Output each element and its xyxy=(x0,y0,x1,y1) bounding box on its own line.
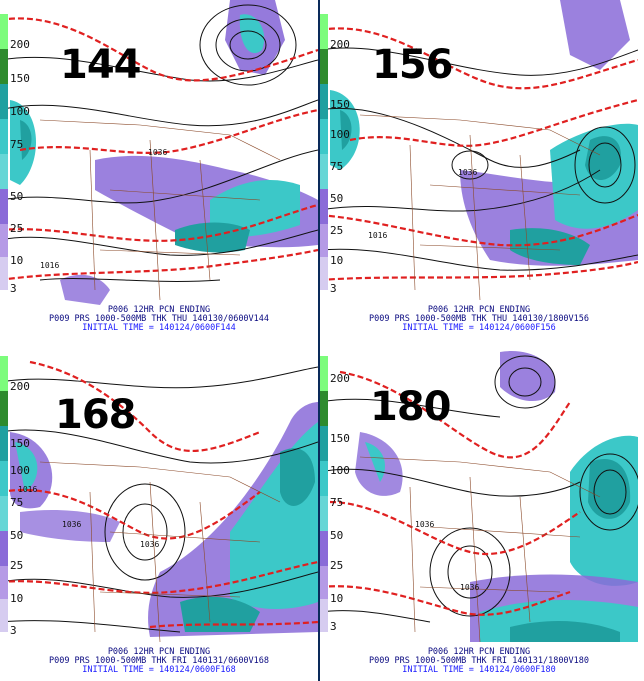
svg-text:1036: 1036 xyxy=(62,520,81,529)
panel-divider-vertical xyxy=(318,0,320,681)
colorbar-label: 100 xyxy=(10,464,30,477)
precip-colorbar xyxy=(0,14,8,290)
colorbar-label: 200 xyxy=(330,372,350,385)
svg-text:1016: 1016 xyxy=(368,231,387,240)
colorbar-label: 50 xyxy=(10,190,24,203)
colorbar-label: 10 xyxy=(330,254,344,267)
colorbar-label: 75 xyxy=(330,496,344,509)
caption-line-1: P006 12HR PCN ENDING xyxy=(107,305,211,315)
colorbar-label: 100 xyxy=(330,464,350,477)
svg-text:1016: 1016 xyxy=(40,261,59,270)
colorbar-label: 200 xyxy=(330,38,350,51)
forecast-panel-180: 1036 1036 200 150 100 75 50 25 10 3 180 … xyxy=(320,342,638,680)
colorbar-label: 150 xyxy=(330,98,350,111)
caption-line-2: P009 PRS 1000-500MB THK FRI 140131/1800V… xyxy=(368,656,590,666)
colorbar-label: 25 xyxy=(330,559,344,572)
colorbar-label: 3 xyxy=(10,624,17,637)
colorbar-label: 3 xyxy=(330,620,337,633)
colorbar-label: 50 xyxy=(330,192,344,205)
colorbar-label: 50 xyxy=(330,529,344,542)
forecast-panel-144: 1016 1036 200 150 100 75 50 25 10 3 144 … xyxy=(0,0,318,338)
forecast-map-168: 1016 1036 1036 xyxy=(0,342,318,652)
precip-colorbar xyxy=(0,356,8,632)
caption-initial-time: INITIAL TIME = 140124/0600F156 xyxy=(402,323,556,333)
colorbar-label: 3 xyxy=(10,282,17,295)
caption-initial-time: INITIAL TIME = 140124/0600F168 xyxy=(82,665,236,675)
colorbar-label: 10 xyxy=(10,592,24,605)
colorbar-label: 200 xyxy=(10,38,30,51)
colorbar-label: 3 xyxy=(330,282,337,295)
caption-line-1: P006 12HR PCN ENDING xyxy=(107,647,211,657)
colorbar-label: 150 xyxy=(10,72,30,85)
caption-initial-time: INITIAL TIME = 140124/0600F144 xyxy=(82,323,236,333)
colorbar-label: 150 xyxy=(330,432,350,445)
caption-line-2: P009 PRS 1000-500MB THK THU 140130/1800V… xyxy=(368,314,590,324)
forecast-panel-156: 1016 1036 200 150 100 75 50 25 10 3 156 … xyxy=(320,0,638,338)
colorbar-label: 50 xyxy=(10,529,24,542)
forecast-hour-label: 156 xyxy=(372,42,453,88)
forecast-panel-168: 1016 1036 1036 200 150 100 75 50 25 10 3… xyxy=(0,342,318,680)
caption-line-1: P006 12HR PCN ENDING xyxy=(427,305,531,315)
colorbar-label: 75 xyxy=(10,138,24,151)
caption-line-2: P009 PRS 1000-500MB THK FRI 140131/0600V… xyxy=(48,656,270,666)
colorbar-label: 10 xyxy=(330,592,344,605)
forecast-map-180: 1036 1036 xyxy=(320,342,638,652)
forecast-hour-label: 180 xyxy=(370,384,451,430)
svg-text:1036: 1036 xyxy=(415,520,434,529)
colorbar-label: 75 xyxy=(330,160,344,173)
colorbar-label: 25 xyxy=(10,559,24,572)
colorbar-label: 100 xyxy=(330,128,350,141)
forecast-hour-label: 168 xyxy=(55,392,136,438)
svg-text:1036: 1036 xyxy=(458,168,477,177)
colorbar-label: 200 xyxy=(10,380,30,393)
caption-line-2: P009 PRS 1000-500MB THK THU 140130/0600V… xyxy=(48,314,270,324)
colorbar-label: 25 xyxy=(10,222,24,235)
colorbar-label: 100 xyxy=(10,105,30,118)
forecast-map-156: 1016 1036 xyxy=(320,0,638,310)
svg-text:1016: 1016 xyxy=(18,485,37,494)
colorbar-label: 10 xyxy=(10,254,24,267)
svg-text:1036: 1036 xyxy=(148,148,167,157)
forecast-map-144: 1016 1036 xyxy=(0,0,318,310)
colorbar-label: 25 xyxy=(330,224,344,237)
caption-initial-time: INITIAL TIME = 140124/0600F180 xyxy=(402,665,556,675)
caption-line-1: P006 12HR PCN ENDING xyxy=(427,647,531,657)
colorbar-label: 75 xyxy=(10,496,24,509)
precip-colorbar xyxy=(320,14,328,290)
colorbar-label: 150 xyxy=(10,437,30,450)
svg-text:1036: 1036 xyxy=(140,540,159,549)
precip-colorbar xyxy=(320,356,328,632)
forecast-hour-label: 144 xyxy=(60,42,141,88)
svg-text:1036: 1036 xyxy=(460,583,479,592)
